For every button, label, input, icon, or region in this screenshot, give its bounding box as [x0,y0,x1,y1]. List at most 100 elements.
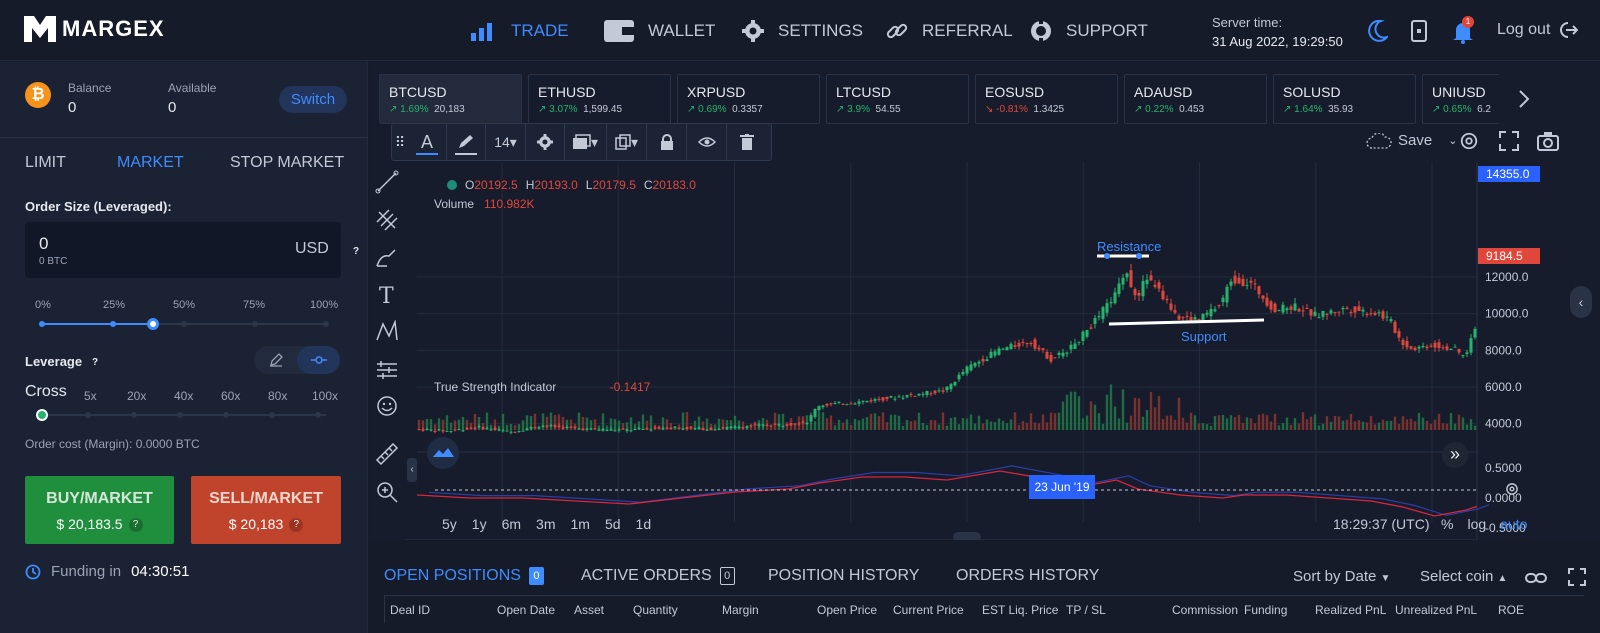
leverage-mode[interactable]: Cross [25,383,67,400]
range-1d[interactable]: 1d [635,516,652,532]
line-color-button[interactable] [447,123,486,161]
col-open-price[interactable]: Open Price [817,603,878,617]
col-roe[interactable]: ROE [1498,603,1525,617]
font-size-dropdown[interactable]: 14 ▾ [486,123,526,161]
logout-button[interactable]: Log out [1497,21,1579,39]
leverage-mode-toggle[interactable] [254,346,340,374]
ticker-btcusd[interactable]: BTCUSD ↗ 1.69% 20,183 [379,74,522,124]
tab-position-history[interactable]: POSITION HISTORY [768,567,920,584]
order-size-help-icon[interactable]: ? [352,246,360,257]
pct-0[interactable]: 0% [35,299,51,311]
lev-80x[interactable]: 80x [268,389,288,403]
auto-scale-toggle[interactable]: auto [1500,516,1528,532]
lev-40x[interactable]: 40x [174,389,194,403]
lev-stop[interactable] [131,412,137,418]
resistance-handle[interactable] [1136,253,1142,259]
axis-settings-button[interactable] [1504,481,1520,502]
range-6m[interactable]: 6m [501,516,522,532]
leverage-manual-button[interactable] [254,346,297,374]
delete-button[interactable] [727,123,767,161]
visibility-button[interactable]: ▾ [565,123,607,161]
ticker-xrpusd[interactable]: XRPUSD ↗ 0.69% 0.3357 [677,74,820,124]
pct-100[interactable]: 100% [310,299,339,311]
order-size-field[interactable]: 0 0 BTC USD [25,222,341,278]
resistance-handle[interactable] [1104,253,1110,259]
col-unrealized-pnl[interactable]: Unrealized PnL [1395,603,1478,617]
col-deal-id[interactable]: Deal ID [390,603,431,617]
nav-referral[interactable]: REFERRAL [886,0,1013,61]
nav-support[interactable]: SUPPORT [1030,0,1148,61]
tab-market[interactable]: MARKET [117,154,184,171]
range-5d[interactable]: 5d [604,516,621,532]
slider-stop[interactable] [323,321,329,327]
pct-50[interactable]: 50% [173,299,196,311]
slider-stop[interactable] [181,321,187,327]
mobile-app-button[interactable] [1411,20,1427,47]
lev-stop[interactable] [315,412,321,418]
icon-tool[interactable] [375,394,399,423]
ticker-eosusd[interactable]: EOSUSD ↘ -0.81% 1.3425 [975,74,1118,124]
price-chart[interactable]: 12000.010000.08000.06000.04000.02019FebM… [369,162,1600,540]
save-layout-button[interactable]: Save ⌄ [1366,132,1457,149]
col-est-liq-price[interactable]: EST Liq. Price [982,603,1059,617]
nav-trade[interactable]: TRADE [471,0,569,61]
brand-logo[interactable]: MARGEX [24,16,165,42]
pct-75[interactable]: 75% [243,299,266,311]
buy-help-icon[interactable]: ? [128,518,143,533]
expand-panel-button[interactable] [1568,568,1586,591]
lev-stop[interactable] [269,412,275,418]
chart-settings-button[interactable] [1459,131,1479,155]
fullscreen-button[interactable] [1499,131,1519,155]
col-commission[interactable]: Commission [1172,603,1239,617]
nav-settings[interactable]: SETTINGS [742,0,863,61]
range-3m[interactable]: 3m [536,516,556,532]
lev-5x[interactable]: 5x [84,389,97,403]
sell-market-button[interactable]: SELL/MARKET $ 20,183? [191,476,341,544]
clone-button[interactable]: ▾ [607,123,647,161]
brush-tool[interactable] [375,246,399,275]
range-5y[interactable]: 5y [442,516,457,532]
col-current-price[interactable]: Current Price [893,603,964,617]
col-quantity[interactable]: Quantity [633,603,678,617]
ticker-ethusd[interactable]: ETHUSD ↗ 3.07% 1,599.45 [528,74,671,124]
tab-orders-history[interactable]: ORDERS HISTORY [956,567,1100,584]
leverage-help-icon[interactable]: ? [92,356,99,368]
notifications-button[interactable]: 1 [1452,16,1474,49]
text-color-button[interactable]: A [408,123,447,161]
ticker-solusd[interactable]: SOLUSD ↗ 1.64% 35.93 [1273,74,1416,124]
ruler-tool[interactable] [375,442,399,471]
lev-20x[interactable]: 20x [127,389,147,403]
tab-stop-market[interactable]: STOP MARKET [230,154,345,171]
lev-stop[interactable] [177,412,183,418]
fib-tool[interactable] [375,208,399,237]
switch-button[interactable]: Switch [279,86,347,113]
text-tool[interactable]: T [379,284,394,309]
screenshot-button[interactable] [1537,131,1559,155]
leverage-handle[interactable] [36,409,48,421]
lev-100x[interactable]: 100x [312,389,339,403]
nav-wallet[interactable]: WALLET [604,0,715,61]
scroll-to-realtime-button[interactable]: » [1442,442,1468,468]
tab-active-orders[interactable]: ACTIVE ORDERS 0 [581,567,735,585]
drawing-settings-button[interactable] [526,123,565,161]
ticker-adausd[interactable]: ADAUSD ↗ 0.22% 0.453 [1124,74,1267,124]
lock-button[interactable] [647,123,687,161]
leverage-slider-button[interactable] [297,346,340,374]
lev-stop[interactable] [223,412,229,418]
lev-stop[interactable] [85,412,91,418]
theme-toggle[interactable] [1368,19,1390,47]
pattern-tool[interactable] [375,319,399,349]
col-open-date[interactable]: Open Date [497,603,556,617]
col-margin[interactable]: Margin [722,603,759,617]
sell-help-icon[interactable]: ? [289,518,304,533]
sort-dropdown[interactable]: Sort by Date ▼ [1293,568,1390,585]
order-size-slider[interactable] [39,318,329,330]
tab-limit[interactable]: LIMIT [25,154,66,171]
drag-handle-icon[interactable]: ⠿ [394,133,406,150]
slider-stop[interactable] [39,321,45,327]
slider-stop[interactable] [252,321,258,327]
percent-scale-toggle[interactable]: % [1441,516,1454,532]
slider-stop[interactable] [110,321,116,327]
range-1y[interactable]: 1y [471,516,487,532]
panel-resize-handle[interactable] [953,532,981,542]
